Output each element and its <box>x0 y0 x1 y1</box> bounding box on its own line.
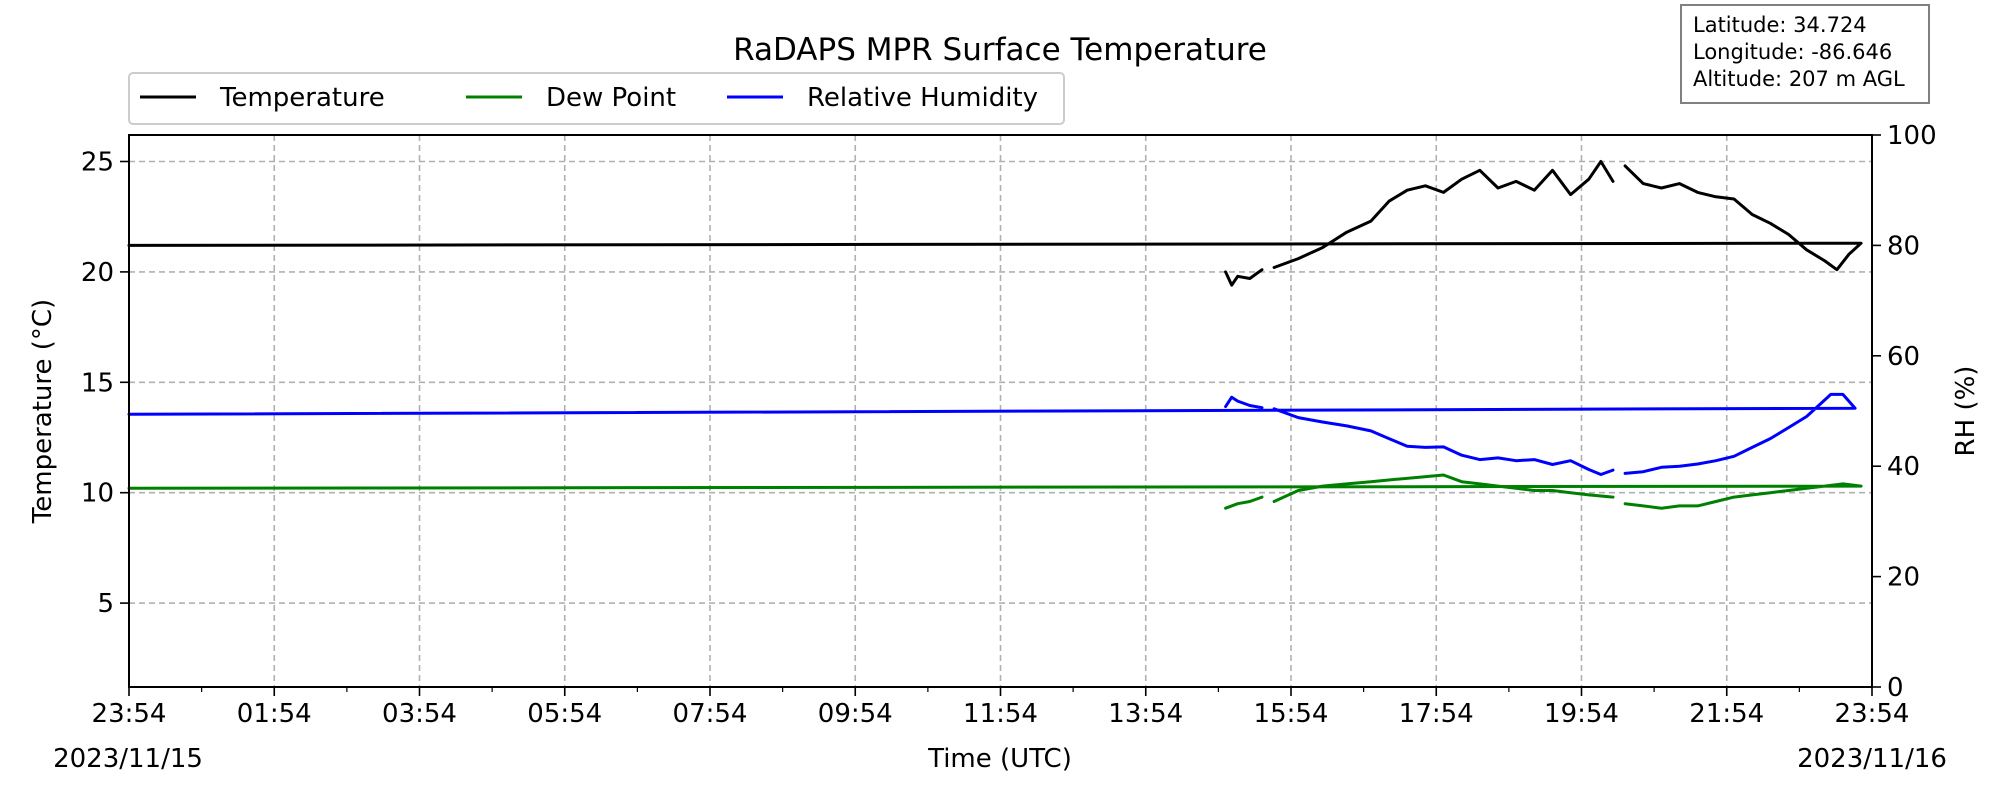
y-tick-label-left: 20 <box>81 258 114 288</box>
legend: Temperature Dew Point Relative Humidity <box>128 72 1065 125</box>
series-line-temperature <box>127 164 1863 272</box>
y-axis-label-left: Temperature (°C) <box>28 299 58 524</box>
chart-title: RaDAPS MPR Surface Temperature <box>733 32 1267 68</box>
legend-box <box>128 72 1065 125</box>
series-line-dew-point <box>1224 495 1264 510</box>
series-line-relative-humidity <box>127 392 1857 475</box>
x-tick-label: 19:54 <box>1544 699 1619 729</box>
y-tick-label-right: 80 <box>1887 231 1920 261</box>
end-date-label: 2023/11/16 <box>1797 744 1947 774</box>
y-tick-label-left: 10 <box>81 479 114 509</box>
x-tick-label: 21:54 <box>1689 699 1764 729</box>
info-box-line: Latitude: 34.724 <box>1693 13 1867 37</box>
y-tick-label-right: 100 <box>1887 121 1937 151</box>
x-tick-label: 17:54 <box>1399 699 1474 729</box>
x-tick-label: 15:54 <box>1254 699 1329 729</box>
info-box-frame <box>1680 4 1930 104</box>
plot-frame <box>128 134 1873 688</box>
x-tick-label: 01:54 <box>237 699 312 729</box>
x-tick-label: 11:54 <box>963 699 1038 729</box>
series-line-dew-point <box>1272 473 1615 503</box>
series-line-temperature <box>1272 160 1615 269</box>
series-layer <box>127 160 1863 510</box>
x-tick-label: 13:54 <box>1108 699 1183 729</box>
y-tick-label-right: 60 <box>1887 342 1920 372</box>
info-box: Latitude: 34.724 Longitude: -86.646 Altitu… <box>1680 4 1930 104</box>
y-tick-label-left: 5 <box>97 589 114 619</box>
y-tick-label-right: 20 <box>1887 563 1920 593</box>
series-line-relative-humidity <box>1272 407 1615 476</box>
info-box-line: Altitude: 207 m AGL <box>1693 67 1905 91</box>
x-tick-label: 23:54 <box>1835 699 1910 729</box>
y-tick-label-left: 15 <box>81 368 114 398</box>
x-tick-label: 05:54 <box>527 699 602 729</box>
start-date-label: 2023/11/15 <box>53 744 203 774</box>
x-tick-label: 07:54 <box>673 699 748 729</box>
series-line-dew-point <box>127 482 1863 510</box>
y-tick-label-right: 0 <box>1887 673 1904 703</box>
y-tick-label-right: 40 <box>1887 452 1920 482</box>
legend-label: Dew Point <box>546 83 676 113</box>
x-axis-label: Time (UTC) <box>927 744 1072 774</box>
legend-label: Temperature <box>219 83 385 113</box>
x-tick-label: 23:54 <box>92 699 167 729</box>
axes: 23:54 01:54 03:54 05:54 07:54 09:54 11:54 13:54… <box>81 121 1937 729</box>
x-tick-label: 09:54 <box>818 699 893 729</box>
info-box-line: Longitude: -86.646 <box>1693 40 1892 64</box>
y-axis-label-right: RH (%) <box>1951 366 1981 457</box>
y-tick-label-left: 25 <box>81 147 114 177</box>
legend-label: Relative Humidity <box>807 83 1038 113</box>
series-line-temperature <box>1224 268 1264 287</box>
series-line-relative-humidity <box>1224 395 1264 410</box>
x-tick-label: 03:54 <box>382 699 457 729</box>
